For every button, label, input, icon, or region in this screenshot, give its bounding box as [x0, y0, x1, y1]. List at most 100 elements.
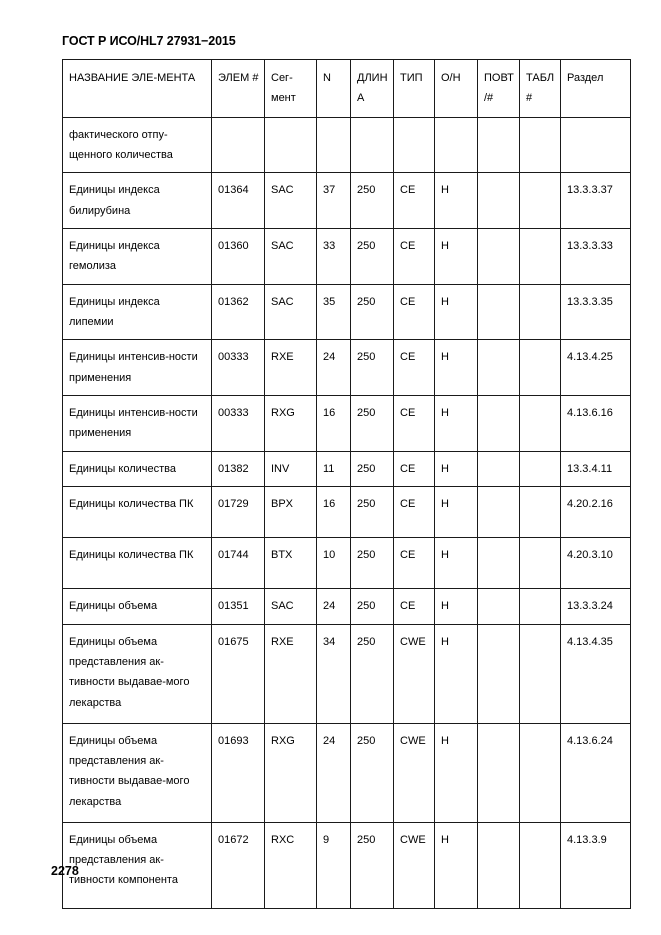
- table-row: Единицы индекса гемолиза 01360 SAC 33 250 CE Н…: [62, 228, 631, 285]
- cell-section: 4.13.4.35: [560, 623, 631, 724]
- cell-segment: SAC: [264, 228, 317, 285]
- cell-type: CWE: [393, 821, 435, 909]
- column-header-segment: Сег-мент: [264, 59, 317, 118]
- column-header-type: ТИП: [393, 59, 435, 118]
- cell-rep: [477, 588, 520, 625]
- table-row: Единицы индекса липемии 01362 SAC 35 250 CE Н 1…: [62, 283, 631, 341]
- cell-oh: Н: [434, 395, 478, 452]
- cell-segment: INV: [264, 450, 317, 488]
- cell-rep: [477, 116, 520, 174]
- cell-type: CE: [393, 450, 435, 488]
- standard-header: ГОСТ Р ИСО/HL7 27931−2015: [62, 34, 236, 48]
- cell-n: 11: [316, 450, 351, 488]
- cell-oh: Н: [434, 623, 478, 724]
- cell-n: 16: [316, 486, 351, 539]
- cell-rep: [477, 283, 520, 341]
- cell-section: 4.13.3.9: [560, 821, 631, 909]
- page-number: 2278: [51, 864, 79, 878]
- cell-name: Единицы объема представления ак-тивности…: [62, 722, 212, 823]
- column-header-oh: О/Н: [434, 59, 478, 118]
- cell-name: Единицы индекса липемии: [62, 283, 212, 341]
- cell-section: 13.3.3.37: [560, 172, 631, 230]
- cell-length: 250: [350, 821, 394, 909]
- cell-n: 24: [316, 339, 351, 397]
- cell-segment: RXG: [264, 722, 317, 823]
- cell-name: фактического отпу-щенного количества: [62, 116, 212, 174]
- cell-type: CWE: [393, 722, 435, 823]
- cell-name: Единицы объема: [62, 588, 212, 625]
- cell-length: 250: [350, 588, 394, 625]
- table-row: Единицы объема представления ак-тивности…: [62, 722, 631, 823]
- cell-tbl: [519, 395, 561, 452]
- cell-n: 9: [316, 821, 351, 909]
- data-element-table: НАЗВАНИЕ ЭЛЕ-МЕНТА ЭЛЕМ # Сег-мент N ДЛИ…: [62, 59, 631, 909]
- cell-tbl: [519, 623, 561, 724]
- cell-type: [393, 116, 435, 174]
- cell-length: [350, 116, 394, 174]
- cell-segment: [264, 116, 317, 174]
- cell-oh: Н: [434, 722, 478, 823]
- cell-section: 4.20.3.10: [560, 537, 631, 590]
- cell-name: Единицы интенсив-ности применения: [62, 339, 212, 397]
- cell-tbl: [519, 339, 561, 397]
- cell-type: CWE: [393, 623, 435, 724]
- cell-tbl: [519, 172, 561, 230]
- cell-name: Единицы объема представления ак-тивности…: [62, 623, 212, 724]
- cell-section: 4.13.6.24: [560, 722, 631, 823]
- cell-tbl: [519, 486, 561, 539]
- cell-elem: 01362: [211, 283, 265, 341]
- column-header-n: N: [316, 59, 351, 118]
- column-header-rep: ПОВТ/#: [477, 59, 520, 118]
- table-row: Единицы количества ПК 01744 BTX 10 250 CE Н 4.2…: [62, 537, 631, 590]
- cell-type: CE: [393, 486, 435, 539]
- cell-segment: RXE: [264, 623, 317, 724]
- cell-section: 4.13.4.25: [560, 339, 631, 397]
- cell-name: Единицы количества ПК: [62, 486, 212, 539]
- table-row: Единицы объема представления ак-тивности…: [62, 623, 631, 724]
- cell-oh: [434, 116, 478, 174]
- cell-oh: Н: [434, 228, 478, 285]
- column-header-tbl: ТАБЛ#: [519, 59, 561, 118]
- cell-length: 250: [350, 722, 394, 823]
- cell-length: 250: [350, 395, 394, 452]
- table-row: Единицы интенсив-ности применения 00333 RX…: [62, 339, 631, 397]
- cell-oh: Н: [434, 283, 478, 341]
- cell-elem: 01351: [211, 588, 265, 625]
- cell-n: 35: [316, 283, 351, 341]
- cell-oh: Н: [434, 486, 478, 539]
- cell-elem: 01672: [211, 821, 265, 909]
- table-header-row: НАЗВАНИЕ ЭЛЕ-МЕНТА ЭЛЕМ # Сег-мент N ДЛИ…: [62, 59, 631, 118]
- cell-segment: SAC: [264, 588, 317, 625]
- table-row: Единицы количества 01382 INV 11 250 CE Н 13.3.4…: [62, 450, 631, 488]
- cell-segment: BTX: [264, 537, 317, 590]
- cell-rep: [477, 623, 520, 724]
- cell-segment: BPX: [264, 486, 317, 539]
- cell-oh: Н: [434, 588, 478, 625]
- cell-elem: 01360: [211, 228, 265, 285]
- cell-n: 37: [316, 172, 351, 230]
- cell-name: Единицы объема представления ак-тивности…: [62, 821, 212, 909]
- cell-length: 250: [350, 537, 394, 590]
- cell-rep: [477, 228, 520, 285]
- column-header-section: Раздел: [560, 59, 631, 118]
- table-row: Единицы индекса билирубина 01364 SAC 37 250 C…: [62, 172, 631, 230]
- cell-oh: Н: [434, 172, 478, 230]
- cell-tbl: [519, 722, 561, 823]
- cell-type: CE: [393, 228, 435, 285]
- cell-length: 250: [350, 623, 394, 724]
- cell-n: [316, 116, 351, 174]
- cell-rep: [477, 172, 520, 230]
- cell-n: 10: [316, 537, 351, 590]
- cell-rep: [477, 722, 520, 823]
- cell-rep: [477, 450, 520, 488]
- cell-segment: RXG: [264, 395, 317, 452]
- cell-section: 13.3.3.33: [560, 228, 631, 285]
- table-row: Единицы объема представления ак-тивности…: [62, 821, 631, 909]
- cell-length: 250: [350, 172, 394, 230]
- cell-oh: Н: [434, 821, 478, 909]
- cell-rep: [477, 339, 520, 397]
- cell-length: 250: [350, 486, 394, 539]
- cell-section: 4.20.2.16: [560, 486, 631, 539]
- cell-segment: RXC: [264, 821, 317, 909]
